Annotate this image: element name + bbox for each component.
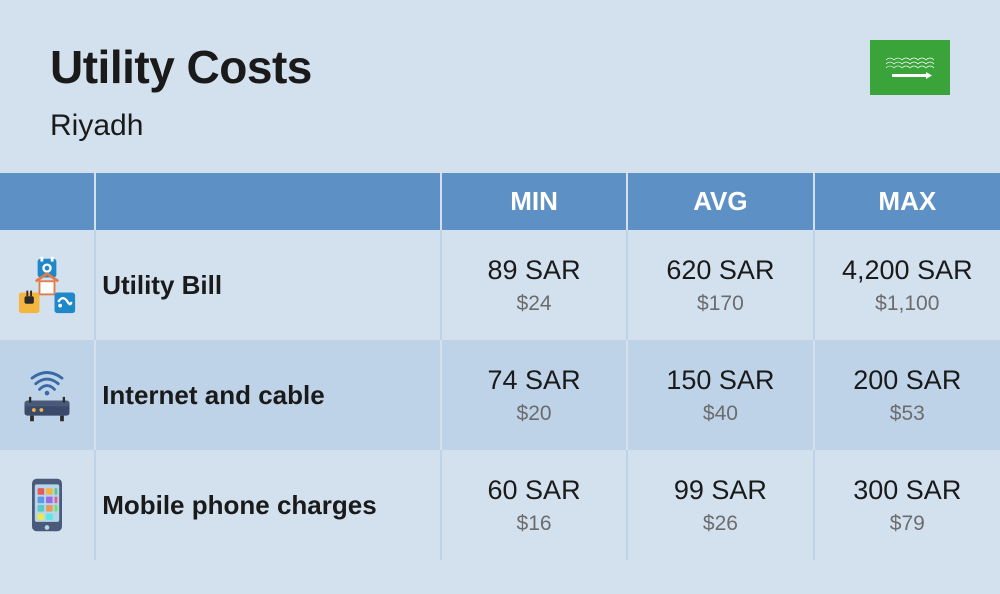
cell-max: 200 SAR $53 bbox=[814, 340, 1000, 450]
value-secondary: $24 bbox=[442, 292, 626, 316]
row-label: Utility Bill bbox=[95, 230, 441, 340]
table-row: Utility Bill 89 SAR $24 620 SAR $170 4,2… bbox=[0, 230, 1000, 340]
title-block: Utility Costs Riyadh bbox=[50, 40, 312, 143]
value-secondary: $40 bbox=[628, 402, 812, 426]
cell-max: 4,200 SAR $1,100 bbox=[814, 230, 1000, 340]
utility-icon bbox=[0, 230, 95, 340]
value-secondary: $16 bbox=[442, 512, 626, 536]
router-icon bbox=[0, 340, 95, 450]
table-row: Internet and cable 74 SAR $20 150 SAR $4… bbox=[0, 340, 1000, 450]
flag-icon bbox=[870, 40, 950, 95]
value-secondary: $170 bbox=[628, 292, 812, 316]
value-secondary: $20 bbox=[442, 402, 626, 426]
value-secondary: $1,100 bbox=[815, 292, 1000, 316]
value-primary: 150 SAR bbox=[628, 365, 812, 396]
table-header-icon bbox=[0, 173, 95, 230]
table-body: Utility Bill 89 SAR $24 620 SAR $170 4,2… bbox=[0, 230, 1000, 560]
table-header-max: MAX bbox=[814, 173, 1000, 230]
value-primary: 99 SAR bbox=[628, 475, 812, 506]
table-header-min: MIN bbox=[441, 173, 627, 230]
cell-max: 300 SAR $79 bbox=[814, 450, 1000, 560]
value-primary: 300 SAR bbox=[815, 475, 1000, 506]
cell-min: 60 SAR $16 bbox=[441, 450, 627, 560]
value-secondary: $79 bbox=[815, 512, 1000, 536]
value-primary: 74 SAR bbox=[442, 365, 626, 396]
row-label: Mobile phone charges bbox=[95, 450, 441, 560]
row-label: Internet and cable bbox=[95, 340, 441, 450]
cell-min: 89 SAR $24 bbox=[441, 230, 627, 340]
value-primary: 89 SAR bbox=[442, 255, 626, 286]
value-secondary: $53 bbox=[815, 402, 1000, 426]
costs-table: MIN AVG MAX bbox=[0, 173, 1000, 560]
value-primary: 620 SAR bbox=[628, 255, 812, 286]
table-header-label bbox=[95, 173, 441, 230]
page-title: Utility Costs bbox=[50, 40, 312, 94]
phone-icon bbox=[0, 450, 95, 560]
value-primary: 200 SAR bbox=[815, 365, 1000, 396]
header: Utility Costs Riyadh bbox=[0, 0, 1000, 173]
cell-avg: 620 SAR $170 bbox=[627, 230, 813, 340]
cell-avg: 150 SAR $40 bbox=[627, 340, 813, 450]
cell-avg: 99 SAR $26 bbox=[627, 450, 813, 560]
value-primary: 4,200 SAR bbox=[815, 255, 1000, 286]
cell-min: 74 SAR $20 bbox=[441, 340, 627, 450]
page-subtitle: Riyadh bbox=[50, 109, 312, 143]
value-primary: 60 SAR bbox=[442, 475, 626, 506]
table-header-avg: AVG bbox=[627, 173, 813, 230]
table-header-row: MIN AVG MAX bbox=[0, 173, 1000, 230]
table-row: Mobile phone charges 60 SAR $16 99 SAR $… bbox=[0, 450, 1000, 560]
value-secondary: $26 bbox=[628, 512, 812, 536]
